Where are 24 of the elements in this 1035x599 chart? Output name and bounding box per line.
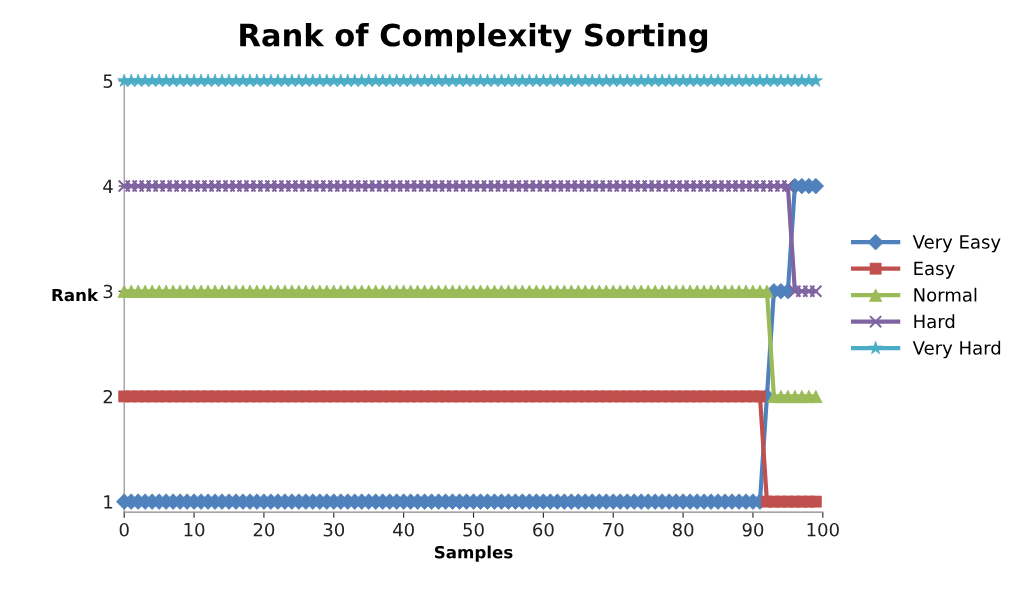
x-axis-title: Samples [434,545,513,562]
x-tick-label: 70 [603,522,624,537]
x-tick-label: 10 [184,522,205,537]
y-tick-label: 3 [103,284,113,299]
x-tick-label: 40 [393,522,414,537]
legend-label: Very Hard [912,340,1001,359]
x-tick-label: 80 [672,522,694,537]
x-tick-label: 60 [533,522,554,537]
legend-label: Easy [914,261,955,279]
x-tick-label: 0 [119,522,129,537]
chart-title: Rank of Complexity Sorting [240,22,708,53]
y-tick-label: 4 [103,179,113,193]
x-tick-label: 30 [323,522,345,537]
x-tick-label: 20 [253,522,275,537]
x-tick-label: 100 [807,522,839,537]
legend-label: Very Easy [912,235,1001,253]
legend-label: Normal [914,287,977,302]
x-tick-label: 50 [463,522,484,537]
y-tick-label: 1 [104,495,113,509]
x-tick-label: 90 [742,522,764,537]
y-tick-label: 2 [103,389,112,404]
y-tick-label: 5 [103,74,113,88]
y-axis-title: Rank [52,288,99,302]
legend-label: Hard [914,314,955,329]
